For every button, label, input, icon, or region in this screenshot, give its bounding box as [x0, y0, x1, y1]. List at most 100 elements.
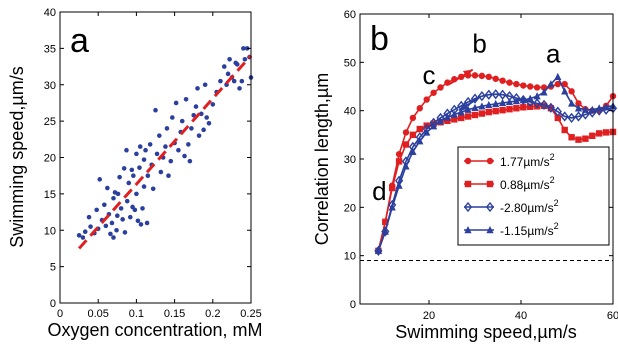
- panel-a-x-ticks: 0 0.05 0.1 0.15 0.2 0.25: [57, 12, 262, 320]
- series-1-point-26: [554, 114, 561, 122]
- scatter-point-66: [183, 97, 189, 102]
- scatter-point-1: [80, 235, 86, 240]
- scatter-point-53: [158, 169, 164, 175]
- scatter-point-47: [147, 142, 153, 147]
- series-3-point-26: [554, 72, 562, 81]
- series-3-point-13: [464, 105, 472, 113]
- panel-b-y-ticks: 0 10 20 30 40 50 60: [344, 9, 613, 311]
- scatter-point-28: [124, 198, 130, 204]
- series-0-point-19: [506, 79, 513, 86]
- scatter-point-64: [179, 118, 185, 124]
- scatter-point-16: [111, 195, 116, 201]
- scatter-point-49: [150, 186, 156, 192]
- series-3: [374, 72, 617, 255]
- scatter-point-57: [166, 173, 171, 178]
- series-2-point-17: [491, 89, 500, 100]
- series-3-point-30: [581, 105, 589, 113]
- scatter-point-39: [137, 144, 143, 149]
- series-3-point-5: [409, 147, 417, 155]
- scatter-point-27: [124, 147, 129, 153]
- x-tick-label: 0.05: [87, 308, 108, 320]
- panel-b-label: b: [370, 20, 389, 58]
- y-tick-label: 0: [350, 299, 356, 311]
- panel-b-y-axis-label: Correlation length,µm: [312, 73, 332, 245]
- series-3-point-14: [471, 103, 479, 111]
- scatter-point-30: [127, 214, 133, 220]
- series-2-point-26: [553, 106, 562, 117]
- legend-swatch-marker: [486, 157, 494, 165]
- y-tick-label: 50: [344, 57, 356, 69]
- scatter-point-84: [225, 71, 231, 77]
- annotation-b: b: [472, 29, 486, 59]
- scatter-point-24: [120, 217, 125, 222]
- scatter-point-25: [121, 166, 127, 171]
- scatter-point-19: [114, 227, 119, 233]
- series-3-point-17: [492, 99, 500, 108]
- series-3-point-27: [561, 87, 569, 95]
- legend-swatch-marker: [463, 201, 473, 213]
- series-3-point-33: [602, 102, 610, 110]
- series-2-point-28: [567, 112, 576, 124]
- scatter-point-23: [118, 206, 124, 211]
- series-0-point-4: [402, 129, 410, 136]
- series-1-point-4: [402, 141, 410, 148]
- series-3-point-19: [505, 97, 514, 106]
- scatter-point-40: [138, 222, 144, 227]
- series-3-point-18: [499, 98, 507, 107]
- series-2-point-21: [519, 94, 528, 106]
- series-3-point-9: [436, 117, 445, 125]
- scatter-point-26: [122, 230, 128, 235]
- series-1-point-29: [575, 136, 582, 143]
- series-0-point-9: [437, 84, 444, 91]
- series-1-point-13: [464, 113, 472, 120]
- series-3-point-11: [450, 110, 458, 118]
- series-0-point-23: [533, 84, 541, 91]
- scatter-point-11: [103, 223, 109, 229]
- scatter-point-45: [144, 220, 150, 226]
- y-tick-label: 0: [50, 298, 56, 310]
- scatter-point-2: [82, 229, 88, 235]
- series-0-point-7: [423, 96, 430, 103]
- series-1-point-12: [458, 114, 465, 122]
- series-0-point-5: [409, 114, 417, 122]
- scatter-point-90: [237, 86, 242, 91]
- panel-b-legend: 1.77µm/s2 0.88µm/s2 -2.80µm/s2 -1.15µm/s2: [457, 146, 610, 246]
- series-1-point-19: [506, 106, 513, 113]
- series-0-point-28: [568, 88, 575, 95]
- series-1-point-6: [416, 125, 423, 133]
- scatter-point-65: [182, 153, 187, 159]
- panel-a-y-axis-label: Swimming speed,µm/s: [7, 66, 27, 247]
- x-tick-label: 40: [515, 310, 527, 322]
- y-tick-label: 20: [44, 153, 56, 165]
- y-tick-label: 30: [344, 154, 356, 166]
- series-3-point-12: [457, 108, 465, 116]
- scatter-point-17: [111, 235, 116, 240]
- y-tick-label: 40: [344, 106, 356, 118]
- scatter-point-0: [76, 233, 82, 238]
- scatter-point-51: [154, 151, 160, 157]
- series-1-point-21: [520, 104, 527, 111]
- series-1-point-10: [444, 117, 451, 125]
- scatter-point-29: [126, 180, 132, 186]
- series-2-point-25: [546, 102, 555, 113]
- series-2-point-18: [498, 89, 507, 100]
- scatter-point-12: [105, 185, 110, 191]
- series-0-point-22: [527, 83, 534, 90]
- scatter-point-91: [239, 78, 245, 84]
- series-0-point-27: [561, 80, 568, 88]
- scatter-point-50: [153, 107, 158, 113]
- series-3-point-20: [512, 97, 520, 105]
- series-2-point-24: [539, 99, 549, 110]
- annotation-c: c: [423, 60, 436, 90]
- series-3-point-1: [381, 227, 389, 235]
- scatter-point-44: [143, 147, 148, 153]
- legend-label: -1.15µm/s2: [500, 221, 559, 238]
- scatter-point-36: [134, 191, 139, 197]
- series-1-point-15: [478, 110, 486, 117]
- scatter-point-6: [94, 207, 99, 213]
- series-1-point-5: [409, 131, 417, 139]
- scatter-point-87: [231, 78, 237, 84]
- series-1-point-11: [451, 116, 458, 123]
- y-tick-label: 15: [44, 189, 56, 201]
- series-3-point-24: [540, 88, 548, 96]
